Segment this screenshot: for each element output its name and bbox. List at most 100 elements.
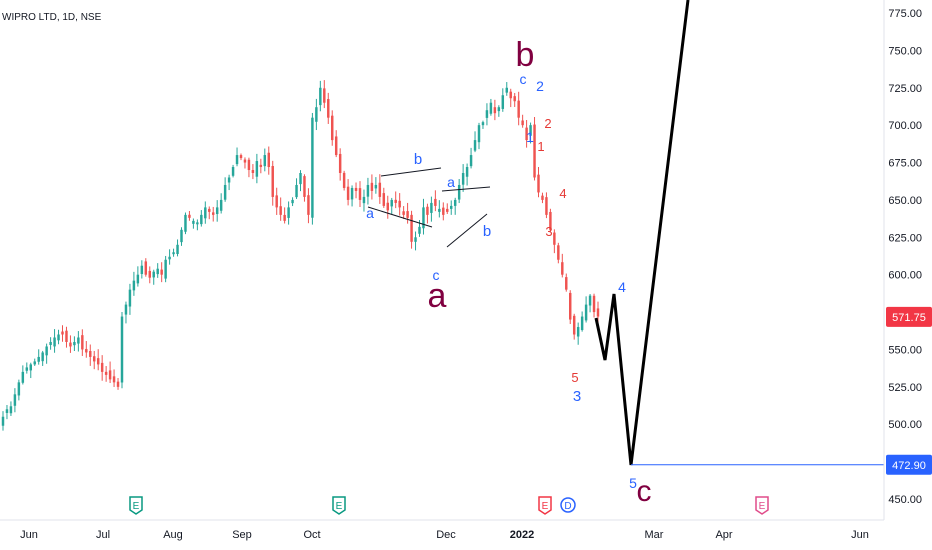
candle-body (85, 348, 88, 353)
candle-body (382, 193, 386, 206)
wave-label: c (520, 71, 527, 87)
wave-label: a (366, 205, 374, 221)
candle-body (120, 316, 124, 383)
candle-body (453, 199, 457, 206)
candle-body (374, 184, 378, 189)
candle-body (172, 252, 175, 255)
dividend-icon (560, 497, 576, 513)
candle-body (215, 207, 219, 215)
candle-body (572, 315, 576, 335)
candle-body (529, 125, 532, 136)
earnings-icon (332, 496, 346, 515)
wave-label: a (447, 174, 455, 190)
candle-body (65, 330, 68, 342)
candle-body (323, 88, 326, 103)
candle-body (73, 341, 76, 346)
x-axis: Jun Jul Aug Sep Oct Dec 2022 Mar Apr Jun (0, 519, 884, 541)
candle-body (116, 381, 120, 387)
candle-body (370, 182, 374, 191)
wave-label: b (516, 36, 535, 74)
candle-body (442, 207, 445, 215)
wave-label: c (637, 475, 652, 508)
candle-body (584, 304, 588, 321)
candle-body (219, 199, 223, 211)
candle-body (565, 277, 568, 290)
candle-body (156, 268, 159, 275)
candle-body (235, 155, 239, 165)
candle-body (410, 214, 413, 242)
candle-body (37, 356, 40, 362)
candles (1, 80, 600, 431)
candle-body (469, 155, 473, 167)
candle-body (557, 245, 560, 260)
wave-label: 1 (526, 129, 534, 145)
candle-body (489, 102, 493, 114)
candle-body (338, 153, 342, 174)
candle-body (299, 173, 302, 185)
candle-body (509, 91, 512, 99)
x-tick-label: Jul (96, 529, 110, 541)
candle-body (255, 161, 259, 177)
current-price-tag-text: 571.75 (892, 312, 926, 324)
candle-body (592, 295, 596, 313)
candle-body (418, 226, 421, 234)
wave-label: b (483, 223, 491, 240)
y-tick-label: 525.00 (888, 382, 922, 394)
y-tick-label: 725.00 (888, 83, 922, 95)
candle-body (303, 176, 306, 197)
candle-body (457, 184, 461, 200)
pattern-line (380, 167, 442, 177)
candle-body (271, 166, 274, 197)
candle-body (438, 208, 441, 212)
chart-title: WIPRO LTD, 1D, NSE (2, 12, 102, 23)
candle-body (45, 346, 48, 356)
candle-body (41, 352, 44, 362)
candle-body (208, 208, 211, 212)
candle-body (311, 117, 314, 218)
wave-label: 3 (545, 224, 552, 239)
candle-body (100, 362, 104, 372)
candle-body (291, 199, 294, 204)
current-price-tag: 571.75 (886, 306, 932, 327)
target-price-tag-text: 472.90 (892, 460, 926, 472)
candle-body (358, 188, 362, 200)
candle-body (485, 110, 489, 118)
candle-body (21, 371, 25, 383)
overlays (367, 0, 884, 466)
y-tick-label: 750.00 (888, 45, 922, 57)
candle-body (89, 351, 92, 357)
candle-body (104, 371, 108, 375)
candle-body (422, 207, 425, 229)
candle-body (259, 164, 263, 168)
candle-body (57, 334, 60, 341)
candle-body (176, 244, 179, 255)
candle-body (239, 155, 243, 159)
candle-body (331, 115, 334, 141)
price-tags: 571.75 472.90 (886, 306, 932, 475)
candle-body (5, 409, 9, 413)
earnings-icon (538, 496, 552, 515)
candle-body (346, 186, 350, 200)
candle-body (517, 100, 520, 118)
candle-body (533, 124, 536, 178)
candle-body (334, 136, 338, 156)
candle-body (394, 199, 397, 203)
candle-body (398, 200, 401, 208)
event-marker-label: E (133, 501, 140, 512)
wave-label: 5 (629, 475, 637, 491)
candle-body (446, 208, 449, 212)
candle-body (525, 127, 528, 141)
candle-body (390, 199, 393, 207)
candle-body (501, 95, 505, 109)
x-tick-label: Apr (715, 529, 732, 541)
candle-body (144, 261, 148, 275)
candle-body (96, 358, 100, 365)
candle-body (152, 271, 155, 278)
candle-body (414, 237, 417, 242)
candle-body (132, 280, 136, 291)
candle-body (406, 211, 409, 218)
wave-label: 4 (559, 186, 566, 201)
pattern-line (446, 213, 488, 248)
